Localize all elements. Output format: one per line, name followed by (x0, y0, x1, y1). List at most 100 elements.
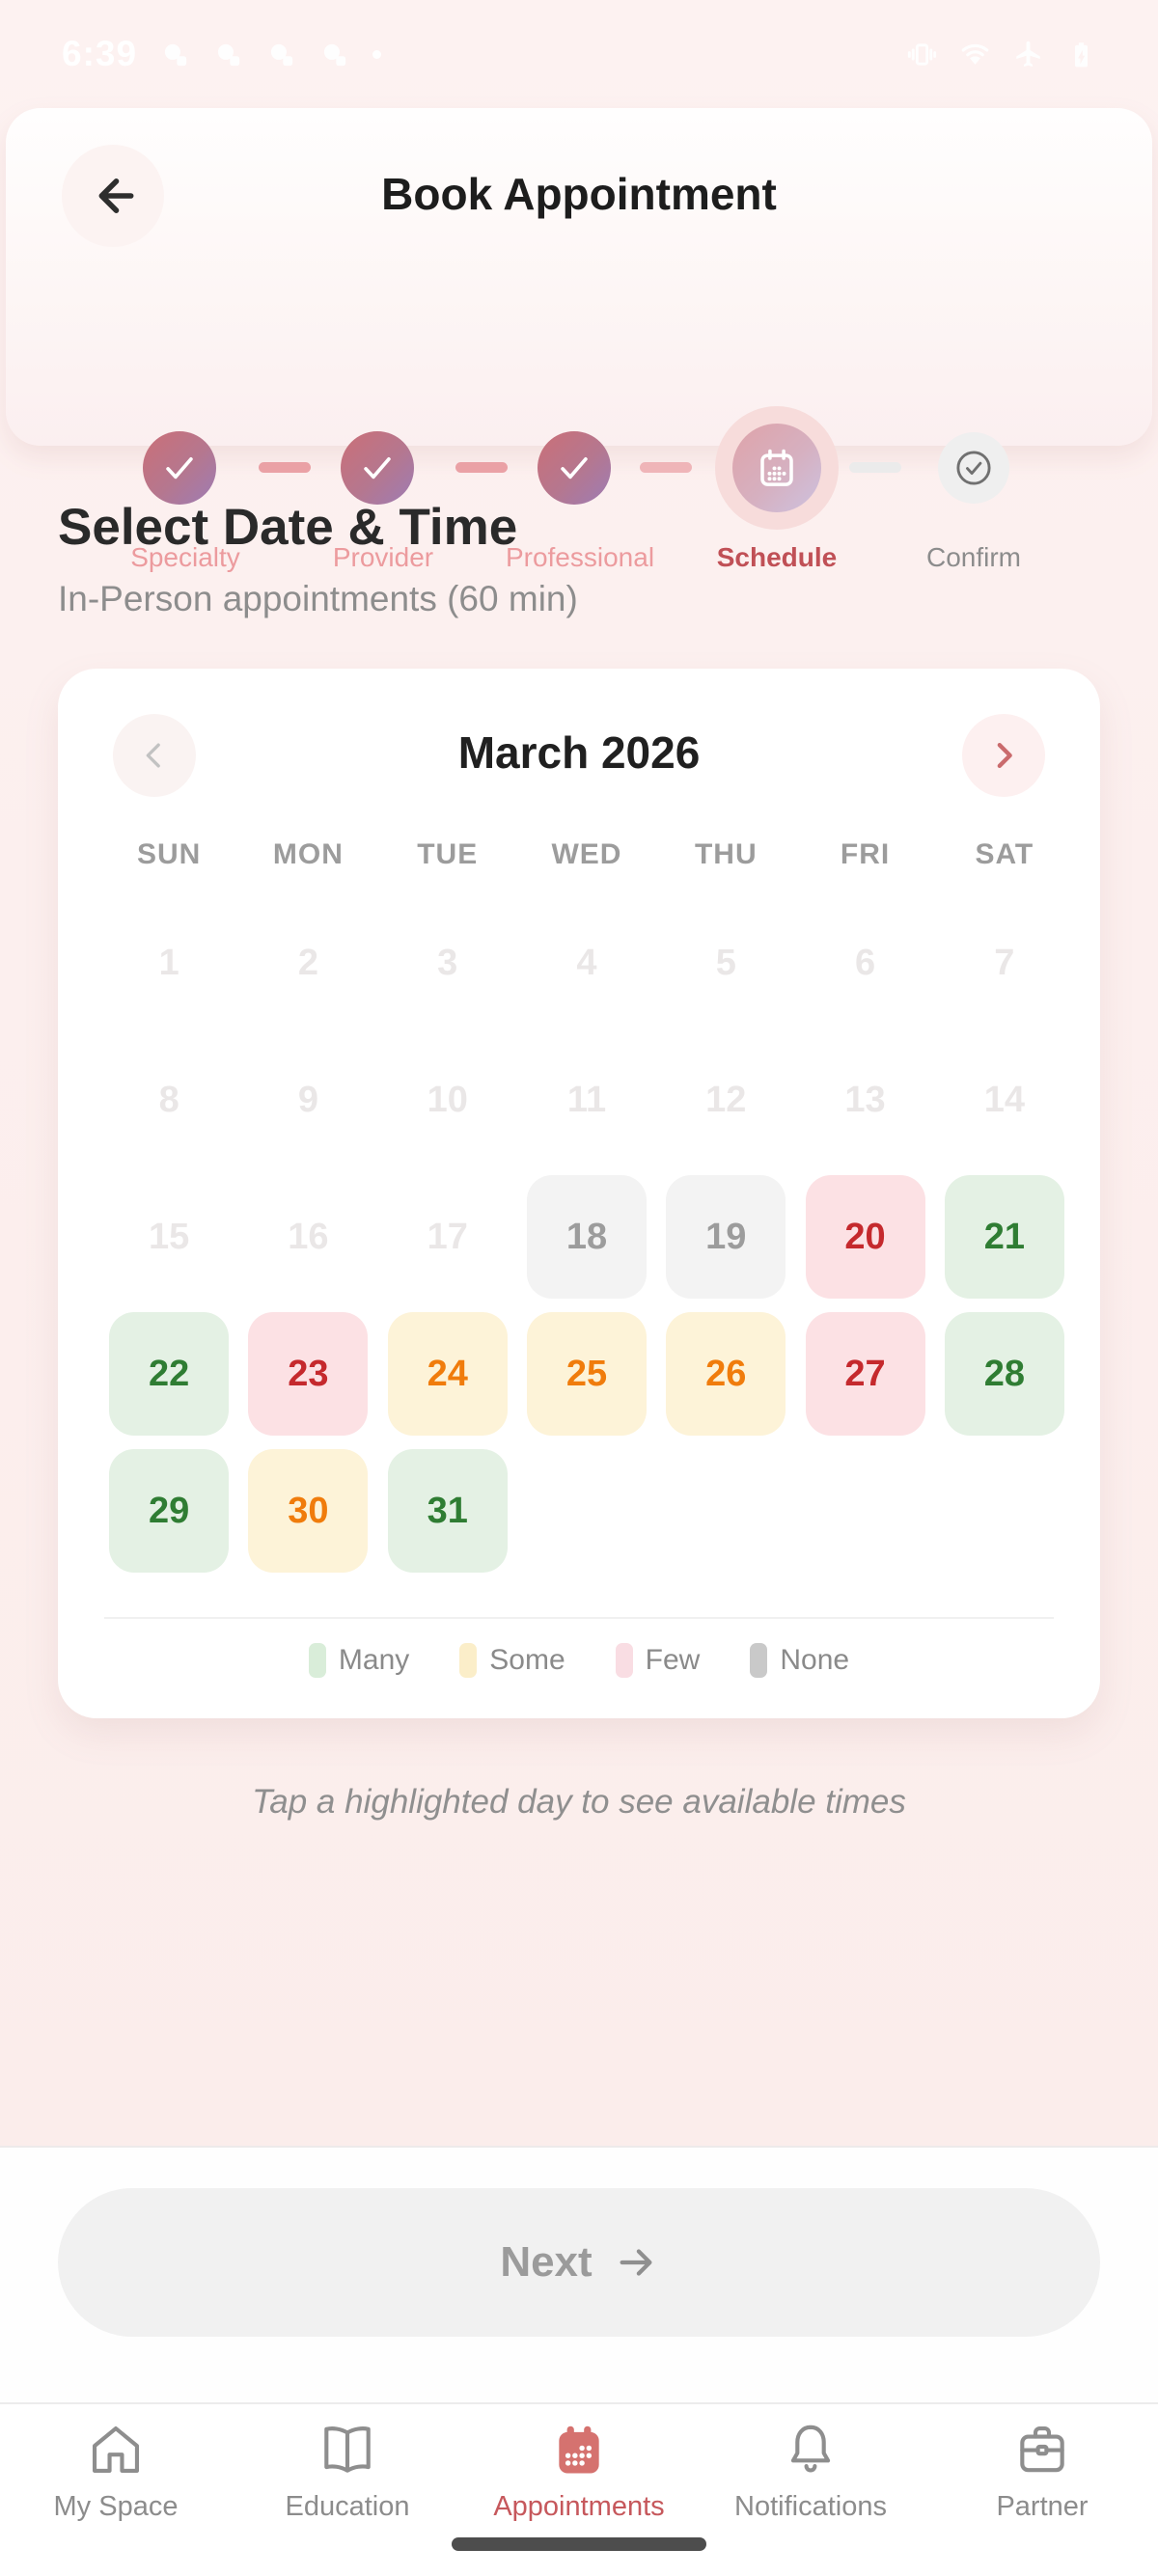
nav-label: Appointments (493, 2491, 665, 2522)
day-number: 4 (576, 942, 597, 983)
nav-item-partner[interactable]: Partner (926, 2404, 1158, 2576)
book-icon (324, 2426, 371, 2473)
day-box[interactable]: 26 (666, 1312, 786, 1436)
nav-label: My Space (53, 2491, 179, 2522)
chevron-left-icon (146, 743, 160, 768)
day-cell[interactable]: 22 (99, 1305, 238, 1442)
day-number: 16 (288, 1216, 329, 1257)
nav-item-appointments[interactable]: Appointments (463, 2404, 695, 2576)
legend-label: Few (645, 1644, 701, 1676)
day-cell: 9 (238, 1031, 377, 1168)
day-cell: 3 (378, 894, 517, 1031)
weekday-label: FRI (840, 838, 891, 870)
step-connector (455, 462, 508, 473)
step-label-confirm: Confirm (925, 542, 1021, 572)
day-box[interactable]: 19 (666, 1175, 786, 1299)
step-connector (259, 462, 311, 473)
day-box[interactable]: 25 (526, 1312, 647, 1436)
day-cell[interactable]: 25 (517, 1305, 656, 1442)
legend-label: None (780, 1644, 850, 1676)
hint-text: Tap a highlighted day to see available t… (252, 1783, 906, 1821)
nav-label: Education (285, 2491, 410, 2522)
home-indicator[interactable] (452, 2537, 706, 2551)
day-cell: 2 (238, 894, 377, 1031)
calendar-divider (104, 1617, 1054, 1619)
arrow-right-icon (620, 2249, 652, 2276)
next-month-button[interactable] (962, 714, 1045, 797)
nav-item-my-space[interactable]: My Space (0, 2404, 232, 2576)
day-cell: 13 (795, 1031, 934, 1168)
wifi-icon (961, 43, 989, 65)
back-button[interactable] (62, 145, 164, 247)
step-schedule[interactable] (715, 406, 839, 530)
nav-label: Partner (996, 2491, 1089, 2522)
weekday-label: MON (272, 838, 344, 870)
legend-item-many: Many (308, 1643, 409, 1678)
legend-swatch-none (750, 1643, 768, 1678)
status-bar-right (907, 40, 1096, 69)
day-box[interactable]: 20 (805, 1175, 925, 1299)
day-cell[interactable]: 20 (795, 1168, 934, 1305)
day-box[interactable]: 18 (526, 1175, 647, 1299)
day-cell[interactable]: 26 (656, 1305, 795, 1442)
nav-label: Notifications (734, 2491, 887, 2522)
step-professional[interactable] (538, 431, 611, 505)
home-icon (92, 2425, 140, 2474)
day-box[interactable]: 27 (805, 1312, 925, 1436)
next-button[interactable]: Next (58, 2188, 1100, 2337)
previous-month-button[interactable] (113, 714, 196, 797)
app-notification-icon (217, 43, 240, 66)
day-cell[interactable]: 23 (238, 1305, 377, 1442)
step-label-specialty: Specialty (130, 542, 240, 572)
day-cell[interactable]: 27 (795, 1305, 934, 1442)
step-connector (640, 462, 692, 473)
day-cell: 11 (517, 1031, 656, 1168)
day-cell[interactable]: 30 (238, 1442, 377, 1579)
legend: Many Some Few None (58, 1637, 1100, 1684)
legend-swatch-some (459, 1643, 478, 1678)
calendar-icon (760, 449, 793, 486)
check-icon (561, 457, 588, 480)
day-cell[interactable]: 24 (378, 1305, 517, 1442)
calendar-days-grid: 1 2 3 4 5 6 7 8 9 10 11 12 13 14 15 16 17 18 19 20 21 22 23 24 2… (99, 894, 1074, 1579)
legend-label: Some (489, 1644, 565, 1676)
step-specialty[interactable] (143, 431, 216, 505)
day-cell[interactable]: 31 (378, 1442, 517, 1579)
day-number: 8 (158, 1079, 179, 1120)
airplane-mode-icon (1016, 41, 1040, 67)
day-box[interactable]: 23 (248, 1312, 369, 1436)
calendar-icon (559, 2425, 599, 2474)
day-cell[interactable]: 21 (935, 1168, 1074, 1305)
day-cell: 17 (378, 1168, 517, 1305)
day-box[interactable]: 22 (109, 1312, 230, 1436)
nav-item-education[interactable]: Education (232, 2404, 463, 2576)
calendar-card: March 2026 SUN MON TUE WED THU FRI SAT 1… (58, 669, 1100, 1718)
day-cell[interactable]: 19 (656, 1168, 795, 1305)
day-box[interactable]: 30 (248, 1449, 369, 1573)
step-connector (849, 462, 901, 473)
day-cell: 4 (517, 894, 656, 1031)
day-cell: 8 (99, 1031, 238, 1168)
day-cell[interactable]: 29 (99, 1442, 238, 1579)
arrow-left-icon (98, 178, 134, 213)
day-box[interactable]: 29 (109, 1449, 230, 1573)
step-confirm[interactable] (938, 432, 1009, 504)
day-box[interactable]: 24 (387, 1312, 508, 1436)
month-title: March 2026 (457, 727, 701, 778)
day-cell[interactable]: 18 (517, 1168, 656, 1305)
check-icon (166, 457, 193, 480)
day-number: 10 (427, 1079, 468, 1120)
day-number: 1 (158, 942, 179, 983)
header-card: Book Appointment Special (6, 108, 1152, 572)
day-box[interactable]: 28 (944, 1312, 1064, 1436)
nav-item-notifications[interactable]: Notifications (695, 2404, 926, 2576)
weekday-label: TUE (417, 838, 479, 870)
day-cell[interactable]: 28 (935, 1305, 1074, 1442)
weekday-label: WED (551, 838, 622, 870)
day-cell: 16 (238, 1168, 377, 1305)
step-schedule-circle (732, 424, 821, 512)
day-box[interactable]: 21 (944, 1175, 1064, 1299)
step-provider[interactable] (341, 431, 414, 505)
day-box[interactable]: 31 (387, 1449, 508, 1573)
day-cell: 12 (656, 1031, 795, 1168)
